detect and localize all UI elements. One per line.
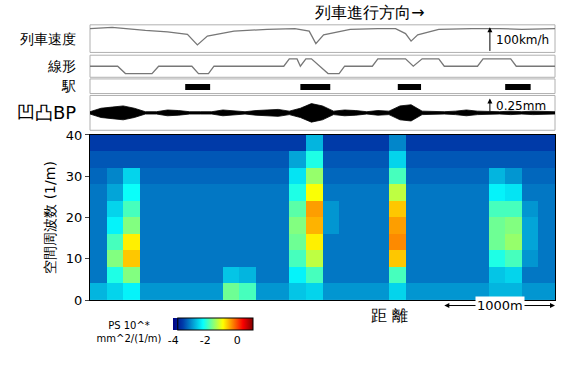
svg-text:列車速度: 列車速度: [20, 31, 76, 47]
svg-text:線形: 線形: [47, 58, 76, 74]
svg-text:40: 40: [66, 128, 83, 143]
svg-text:0: 0: [234, 334, 241, 347]
svg-text:10: 10: [66, 251, 83, 266]
svg-text:0.25mm: 0.25mm: [496, 99, 546, 113]
svg-text:1000m: 1000m: [477, 298, 523, 313]
svg-text:30: 30: [66, 169, 83, 184]
svg-text:列車進行方向→: 列車進行方向→: [315, 3, 424, 22]
svg-text:-2: -2: [200, 334, 211, 347]
svg-text:20: 20: [66, 210, 83, 225]
svg-text:凹凸BP: 凹凸BP: [17, 102, 76, 123]
svg-text:距 離: 距 離: [371, 306, 408, 325]
svg-text:空間周波数 (1/m): 空間周波数 (1/m): [42, 161, 58, 274]
svg-text:100km/h: 100km/h: [496, 33, 549, 47]
svg-text:駅: 駅: [61, 78, 76, 94]
svg-text:PS 10^*mm^2/(1/m): PS 10^*mm^2/(1/m): [97, 320, 162, 344]
svg-text:-4: -4: [168, 334, 179, 347]
svg-text:0: 0: [74, 293, 82, 308]
